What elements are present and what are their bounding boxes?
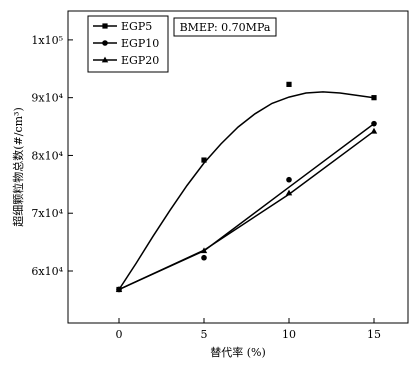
x-tick-label: 0 (116, 328, 123, 341)
plot-frame (67, 10, 409, 324)
data-point-egp20 (200, 247, 208, 254)
x-axis-label: 替代率 (%) (210, 345, 266, 359)
y-axis-label: 超细颗粒物总数(#/cm³) (11, 107, 25, 227)
data-point-egp20 (115, 286, 123, 292)
y-tick-label: 1x10⁵ (31, 34, 63, 47)
fit-curve-egp10 (118, 123, 375, 291)
data-point-egp5 (371, 95, 377, 101)
legend-marker-egp5 (102, 23, 108, 29)
y-tick-label: 9x10⁴ (31, 92, 63, 105)
y-tick-label: 6x10⁴ (31, 265, 63, 278)
annotation-box (173, 17, 277, 37)
legend-marker-egp20 (101, 56, 109, 63)
y-tick-label: 7x10⁴ (31, 207, 63, 220)
y-tick-label: 8x10⁴ (31, 149, 63, 162)
x-axis-ticks: 0 5 10 15 (116, 318, 381, 341)
legend: EGP5 EGP10 EGP20 (93, 20, 159, 67)
data-point-egp20 (285, 189, 293, 196)
x-tick-label: 5 (201, 328, 208, 341)
legend-label-egp5: EGP5 (121, 20, 152, 33)
data-point-egp5 (286, 81, 292, 87)
fit-curve-egp20 (118, 130, 375, 291)
legend-label-egp20: EGP20 (121, 54, 159, 67)
x-tick-label: 15 (367, 328, 381, 341)
data-point-egp5 (201, 157, 207, 163)
x-tick-label: 10 (282, 328, 296, 341)
data-markers (115, 81, 378, 293)
fit-curves (118, 91, 375, 291)
data-point-egp20 (370, 127, 378, 134)
annotation-text: BMEP: 0.70MPa (180, 21, 271, 34)
fit-curve-egp5 (118, 91, 375, 290)
legend-marker-egp10 (102, 40, 108, 46)
y-axis-ticks: 6x10⁴ 7x10⁴ 8x10⁴ 9x10⁴ 1x10⁵ (31, 34, 73, 278)
data-point-egp10 (371, 120, 377, 127)
data-point-egp10 (286, 176, 292, 183)
legend-label-egp10: EGP10 (121, 37, 159, 50)
data-point-egp10 (201, 254, 207, 261)
